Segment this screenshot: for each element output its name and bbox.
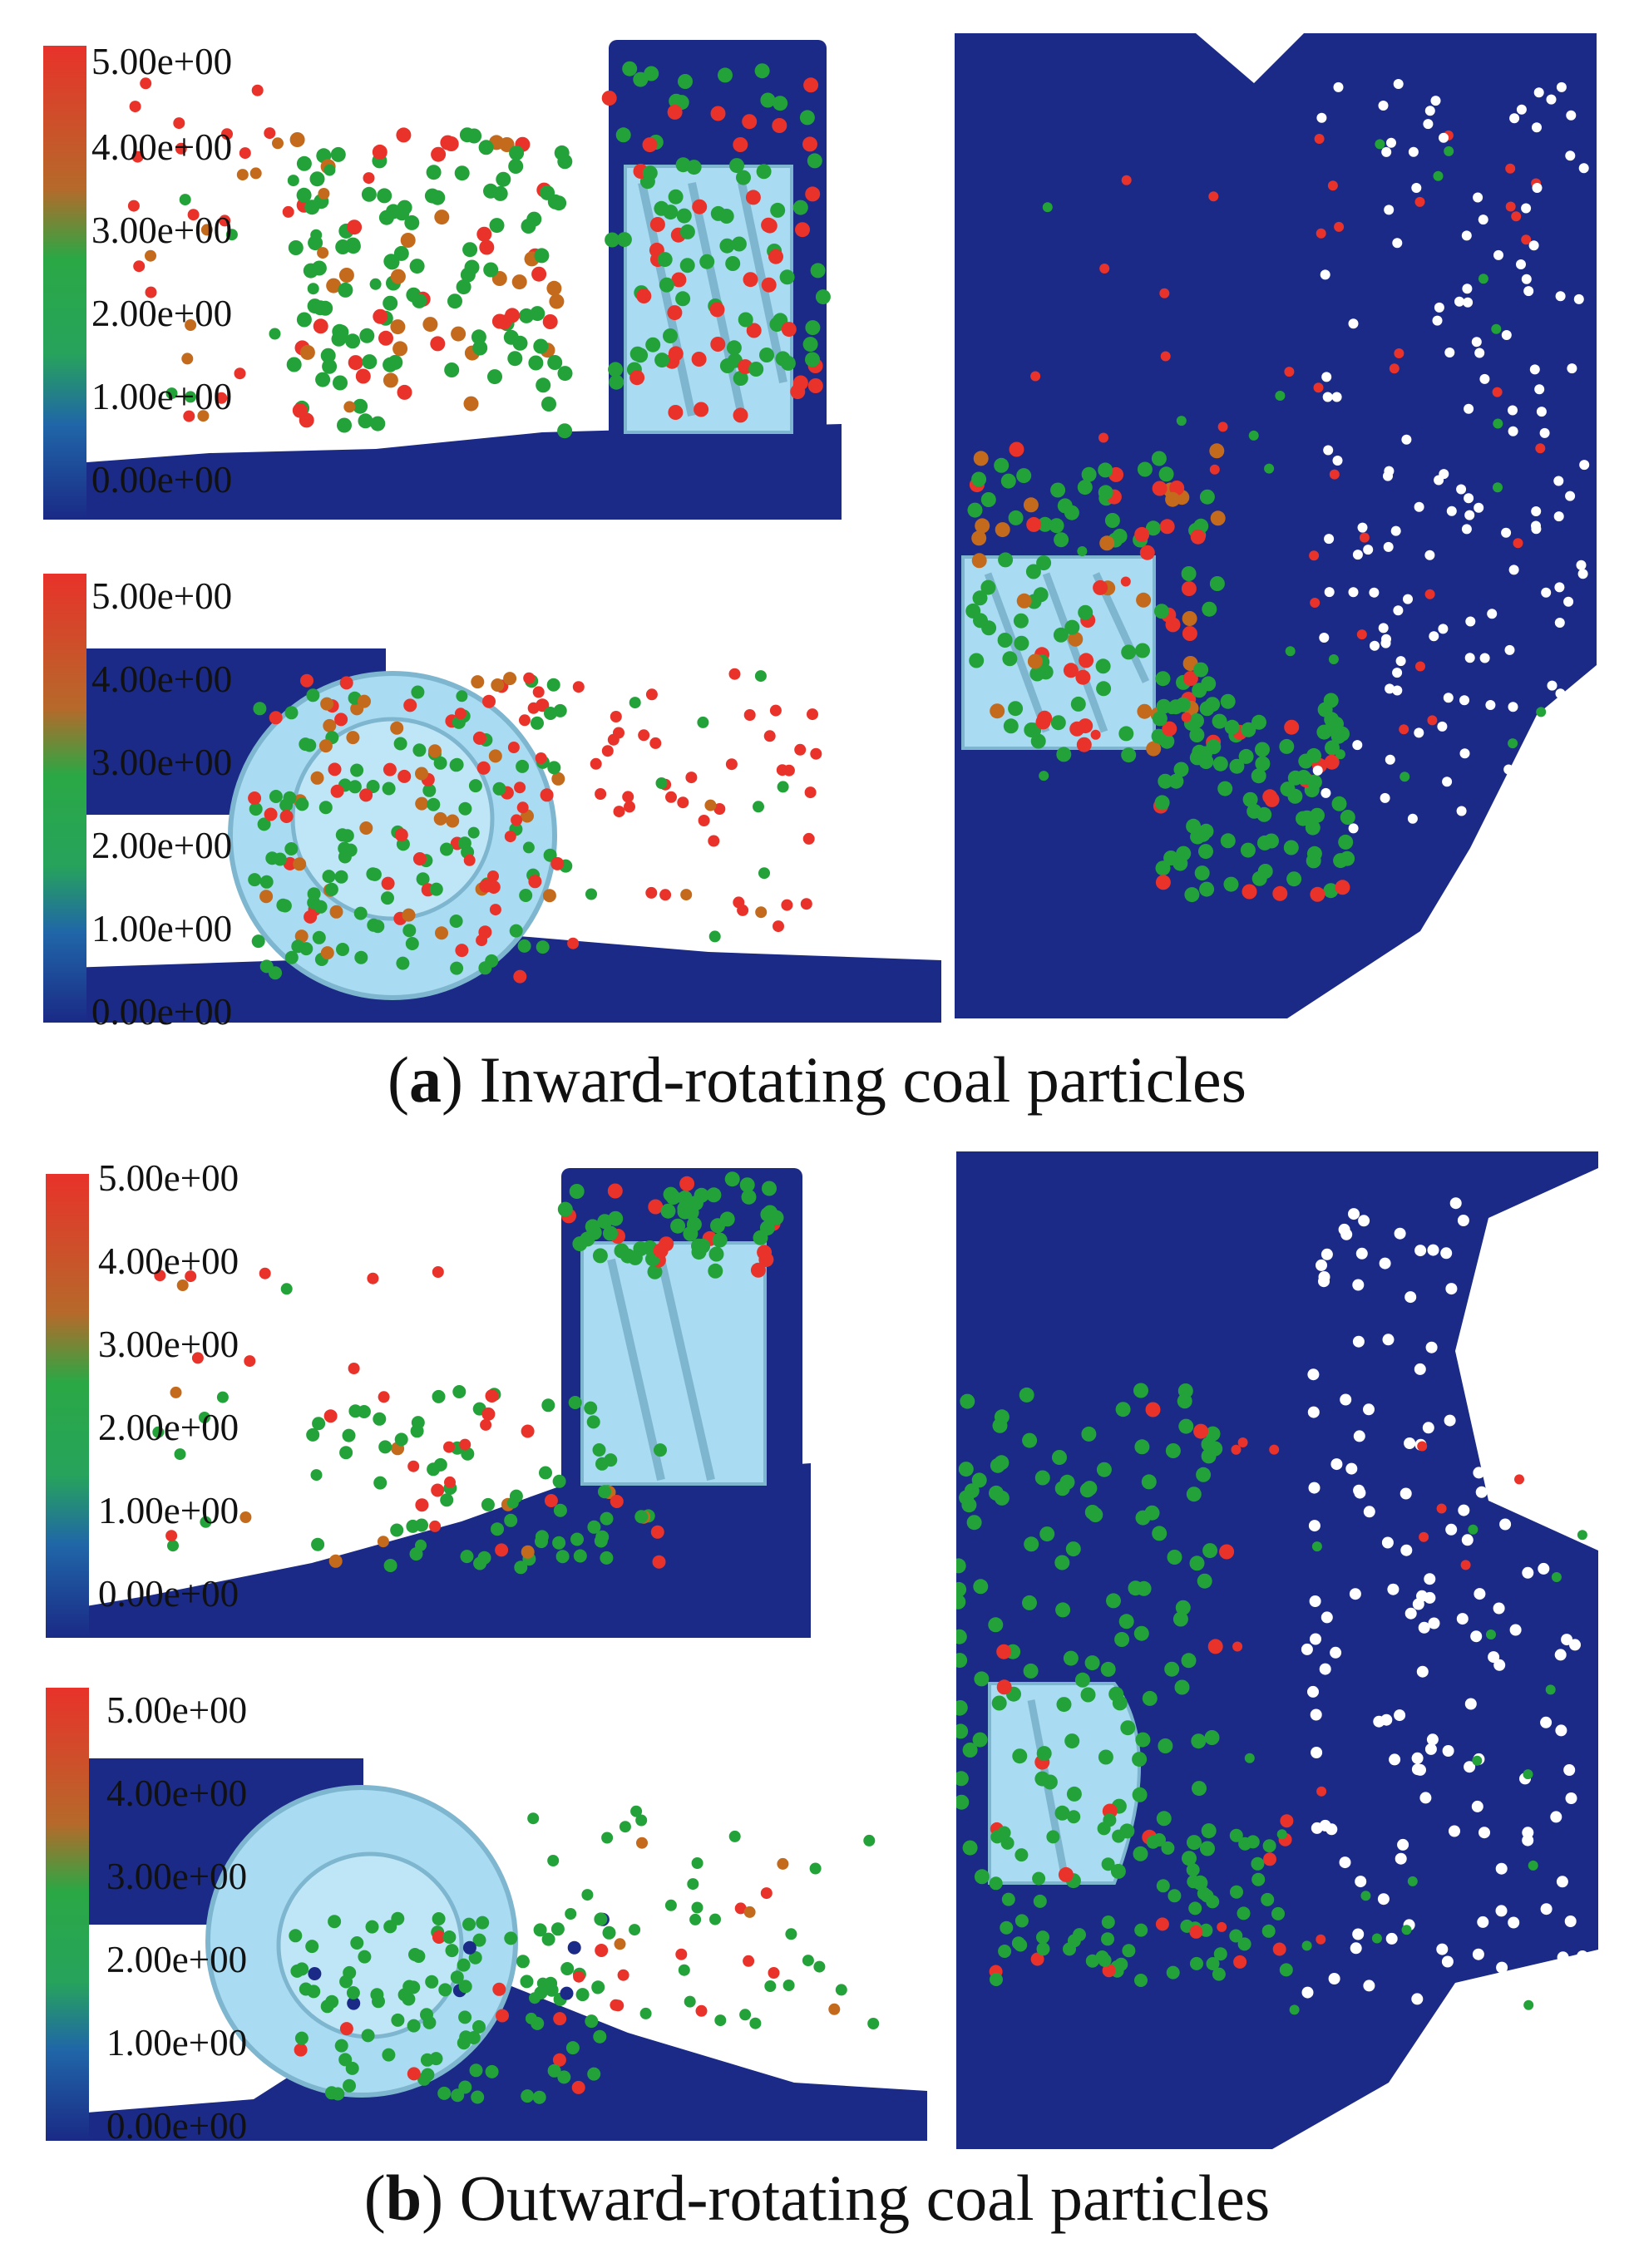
colorbar-tick: 1.00e+00: [106, 2022, 248, 2063]
panel-b-bottom-scene: [46, 1684, 927, 2141]
colorbar-tick: 5.00e+00: [91, 41, 233, 82]
panel-a-bottom-scene: [43, 569, 941, 1023]
colorbar-tick: 1.00e+00: [98, 1490, 239, 1531]
colorbar-tick: 2.00e+00: [91, 293, 233, 334]
colorbar: [43, 574, 86, 1023]
caption-a: (a) Inward-rotating coal particles: [387, 1043, 1247, 1116]
colorbar-tick: 0.00e+00: [91, 459, 233, 500]
panel-b-right-scene: [956, 1151, 1598, 2149]
colorbar-tick: 4.00e+00: [98, 1240, 239, 1282]
colorbar: [43, 46, 86, 520]
colorbar: [46, 1174, 89, 1638]
particle-cloud: [956, 1197, 1594, 2015]
panel-a-top-scene: [43, 33, 842, 520]
colorbar-tick: 2.00e+00: [91, 825, 233, 866]
cutting-drum-icon: [580, 1241, 767, 1486]
caption-letter: a: [408, 1043, 442, 1116]
panel-b-bottom: [46, 1684, 927, 2141]
caption-b: (b) Outward-rotating coal particles: [363, 2162, 1271, 2234]
panel-a-right-scene: [955, 33, 1597, 1018]
panel-b-top-scene: [46, 1164, 811, 1638]
cutting-drum-icon: [624, 165, 793, 434]
caption-letter: b: [385, 2162, 422, 2234]
panel-a-bottom: [43, 569, 941, 1023]
particle-cloud: [152, 1171, 784, 1575]
panel-a-top: [43, 33, 842, 520]
caption-text: Outward-rotating coal particles: [443, 2162, 1271, 2234]
particle-cloud: [127, 61, 831, 439]
particle-cloud: [965, 79, 1590, 903]
colorbar-tick: 1.00e+00: [91, 376, 233, 417]
colorbar-tick: 2.00e+00: [98, 1407, 239, 1448]
panel-b-right: [956, 1151, 1598, 2149]
cutting-drum-icon: [988, 1682, 1141, 1885]
panel-b-top: [46, 1164, 811, 1638]
colorbar-tick: 0.00e+00: [98, 1573, 239, 1615]
colorbar-tick: 5.00e+00: [106, 1689, 248, 1731]
colorbar-tick: 3.00e+00: [98, 1324, 239, 1365]
colorbar-tick: 5.00e+00: [98, 1157, 239, 1199]
caption-text: Inward-rotating coal particles: [462, 1043, 1247, 1116]
colorbar-tick: 3.00e+00: [91, 210, 233, 251]
colorbar-tick: 5.00e+00: [91, 575, 233, 617]
colorbar-tick: 1.00e+00: [91, 908, 233, 949]
particle-cloud: [289, 1805, 880, 2104]
colorbar: [46, 1688, 89, 2141]
colorbar-tick: 3.00e+00: [91, 742, 233, 783]
panel-a-right: [955, 33, 1597, 1018]
colorbar-tick: 0.00e+00: [106, 2105, 248, 2147]
colorbar-tick: 0.00e+00: [91, 991, 233, 1033]
colorbar-tick: 2.00e+00: [106, 1939, 248, 1980]
colorbar-tick: 3.00e+00: [106, 1856, 248, 1897]
colorbar-tick: 4.00e+00: [91, 126, 233, 168]
colorbar-tick: 4.00e+00: [106, 1772, 248, 1814]
particle-cloud: [248, 668, 822, 984]
colorbar-tick: 4.00e+00: [91, 658, 233, 700]
